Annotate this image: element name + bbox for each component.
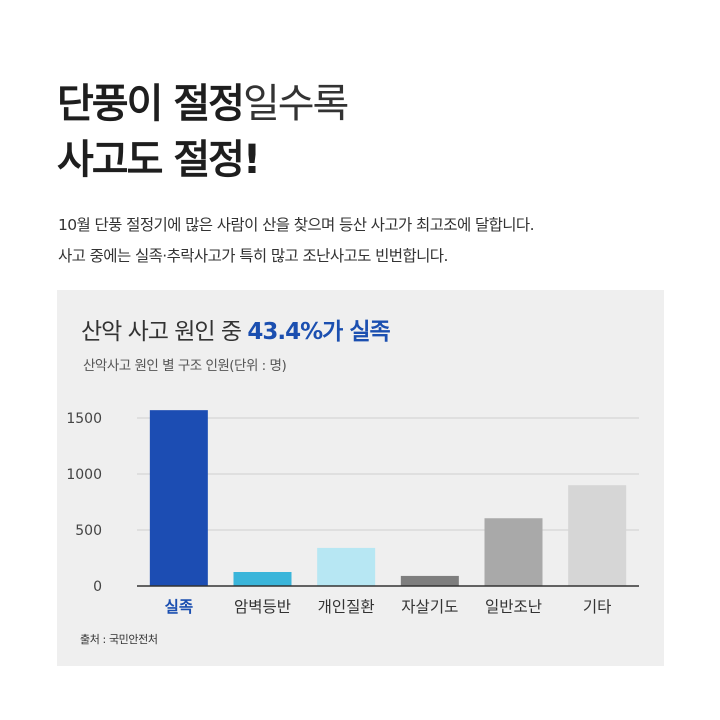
description: 10월 단풍 절정기에 많은 사람이 산을 찾으며 등산 사고가 최고조에 달합… [58,210,535,272]
x-tick-label: 자살기도 [401,598,458,616]
x-tick-label: 일반조난 [485,598,542,616]
x-tick-label: 개인질환 [318,598,375,616]
y-tick-label: 0 [93,579,102,595]
chart-subtitle: 산악사고 원인 별 구조 인원(단위 : 명) [83,358,287,374]
bar [400,575,459,586]
description-line-2: 사고 중에는 실족·추락사고가 특히 많고 조난사고도 빈번합니다. [58,247,448,265]
headline-bold-1: 단풍이 절정 [57,81,245,127]
headline-line-1: 단풍이 절정일수록 [57,76,349,132]
bar [568,485,627,586]
bar [149,410,208,586]
bar [233,572,292,586]
x-tick-label: 암벽등반 [234,598,291,616]
x-tick-label: 기타 [583,598,612,616]
description-line-1: 10월 단풍 절정기에 많은 사람이 산을 찾으며 등산 사고가 최고조에 달합… [58,216,535,234]
y-tick-label: 1500 [66,411,102,427]
chart-card: 산악 사고 원인 중 43.4%가 실족 산악사고 원인 별 구조 인원(단위 … [57,290,664,666]
headline-line-2: 사고도 절정! [57,137,261,183]
y-tick-label: 500 [75,523,102,539]
x-tick-label: 실족 [165,598,194,616]
bar [317,547,376,586]
chart-title: 산악 사고 원인 중 43.4%가 실족 [81,312,391,346]
chart-title-prefix: 산악 사고 원인 중 [81,319,248,345]
chart-title-highlight: 43.4%가 실족 [247,319,390,345]
bar-chart: 0 500 1000 1500 실족 암벽등반 개인질환 자살기도 일반조난 기타 [66,410,639,616]
bar [484,518,543,586]
headline: 단풍이 절정일수록 사고도 절정! [57,76,349,188]
source-note: 출처 : 국민안전처 [80,633,158,646]
headline-light-1: 일수록 [242,81,349,127]
y-tick-label: 1000 [66,467,102,483]
